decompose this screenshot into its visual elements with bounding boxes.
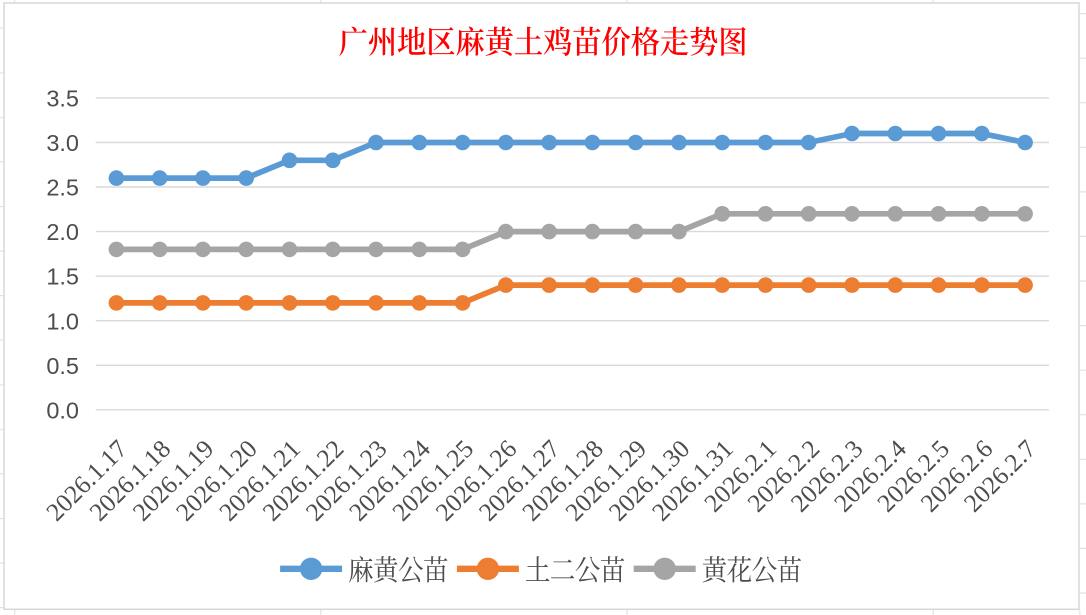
svg-text:0.0: 0.0 (46, 397, 79, 423)
svg-text:0.5: 0.5 (46, 353, 79, 379)
svg-text:2.5: 2.5 (46, 175, 79, 201)
svg-text:1.5: 1.5 (46, 264, 79, 290)
svg-text:1.0: 1.0 (46, 308, 79, 334)
svg-text:3.5: 3.5 (46, 86, 79, 112)
svg-text:2.0: 2.0 (46, 219, 79, 245)
svg-text:3.0: 3.0 (46, 130, 79, 156)
